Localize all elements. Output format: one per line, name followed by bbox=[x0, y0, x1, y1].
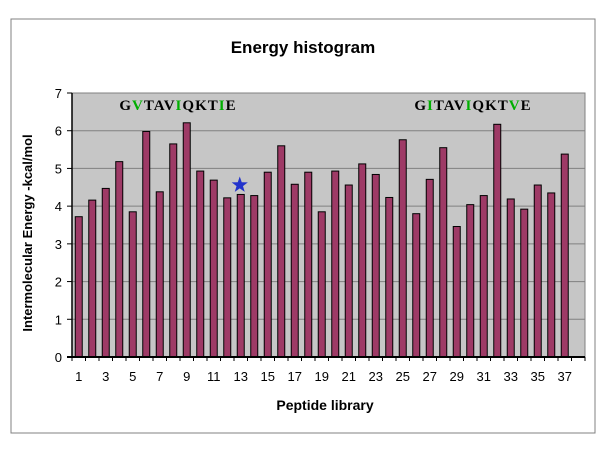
y-tick-label-7: 7 bbox=[55, 86, 62, 101]
x-tick-label-19: 19 bbox=[315, 369, 329, 384]
bar-9 bbox=[182, 122, 191, 358]
y-tick-label-4: 4 bbox=[55, 199, 62, 214]
x-tick-label-31: 31 bbox=[477, 369, 491, 384]
bar-5 bbox=[128, 211, 137, 358]
bar-33 bbox=[506, 198, 515, 358]
bar-14 bbox=[250, 195, 259, 358]
x-tick-labels: 1 3 5 7 9 11 13 15 17 19 21 23 25 27 29 31 33 35 37 bbox=[75, 369, 572, 384]
bar-27 bbox=[425, 178, 434, 358]
x-tick-label-33: 33 bbox=[504, 369, 518, 384]
x-tick-label-29: 29 bbox=[450, 369, 464, 384]
bar-28 bbox=[439, 147, 448, 358]
y-tick-label-0: 0 bbox=[55, 350, 62, 365]
bar-31 bbox=[479, 195, 488, 358]
x-tick-label-17: 17 bbox=[288, 369, 302, 384]
bar-18 bbox=[304, 171, 313, 358]
x-tick-label-13: 13 bbox=[234, 369, 248, 384]
bar-26 bbox=[412, 213, 421, 358]
y-tick-label-5: 5 bbox=[55, 161, 62, 176]
bar-19 bbox=[317, 211, 326, 358]
x-tick-label-3: 3 bbox=[102, 369, 109, 384]
bar-7 bbox=[155, 191, 164, 358]
bar-23 bbox=[371, 173, 380, 358]
annotation-GVTAVIQKTIE: GVTAVIQKTIE bbox=[119, 98, 236, 114]
bar-1 bbox=[74, 216, 83, 358]
x-axis-title: Peptide library bbox=[276, 397, 373, 413]
bar-22 bbox=[358, 163, 367, 358]
bar-8 bbox=[169, 143, 178, 358]
y-tick-label-3: 3 bbox=[55, 237, 62, 252]
x-tick-label-35: 35 bbox=[531, 369, 545, 384]
bar-30 bbox=[466, 204, 475, 358]
sequence-annotations: GVTAVIQKTIE GITAVIQKTVE bbox=[119, 98, 531, 114]
bar-4 bbox=[115, 161, 124, 358]
x-tick-label-27: 27 bbox=[423, 369, 437, 384]
bar-3 bbox=[101, 187, 110, 358]
bar-2 bbox=[88, 199, 97, 358]
bar-11 bbox=[209, 179, 218, 358]
y-tick-label-6: 6 bbox=[55, 124, 62, 139]
x-tick-label-37: 37 bbox=[558, 369, 572, 384]
bar-13 bbox=[236, 193, 245, 358]
chart-title: Energy histogram bbox=[231, 38, 376, 57]
y-axis-title: Intermolecular Energy -kcal/mol bbox=[20, 134, 35, 331]
annotation-GITAVIQKTVE: GITAVIQKTVE bbox=[414, 98, 531, 114]
bar-21 bbox=[344, 184, 353, 358]
bar-12 bbox=[223, 197, 232, 358]
bar-17 bbox=[290, 183, 299, 358]
x-tick-label-11: 11 bbox=[207, 369, 221, 384]
bar-29 bbox=[452, 226, 461, 358]
y-tick-label-1: 1 bbox=[55, 312, 62, 327]
star-icon bbox=[231, 176, 248, 192]
axes bbox=[67, 92, 586, 361]
bar-36 bbox=[547, 192, 556, 358]
y-tick-labels: 0 1 2 3 4 5 6 7 bbox=[55, 86, 62, 365]
bar-20 bbox=[331, 170, 340, 358]
x-tick-label-9: 9 bbox=[183, 369, 190, 384]
bar-16 bbox=[277, 145, 286, 358]
bar-15 bbox=[263, 171, 272, 358]
bar-series bbox=[74, 122, 569, 358]
bar-34 bbox=[520, 208, 529, 358]
bar-35 bbox=[533, 184, 542, 358]
x-tick-label-15: 15 bbox=[261, 369, 275, 384]
x-tick-label-23: 23 bbox=[369, 369, 383, 384]
x-tick-label-21: 21 bbox=[342, 369, 356, 384]
x-tick-label-1: 1 bbox=[75, 369, 82, 384]
bar-37 bbox=[560, 153, 569, 358]
star-marker bbox=[231, 176, 248, 192]
y-tick-label-2: 2 bbox=[55, 275, 62, 290]
bar-32 bbox=[493, 123, 502, 358]
x-tick-label-7: 7 bbox=[156, 369, 163, 384]
bar-24 bbox=[385, 196, 394, 358]
x-tick-label-5: 5 bbox=[129, 369, 136, 384]
bar-10 bbox=[196, 170, 205, 358]
bar-25 bbox=[398, 139, 407, 358]
x-tick-label-25: 25 bbox=[396, 369, 410, 384]
bar-6 bbox=[142, 130, 151, 358]
